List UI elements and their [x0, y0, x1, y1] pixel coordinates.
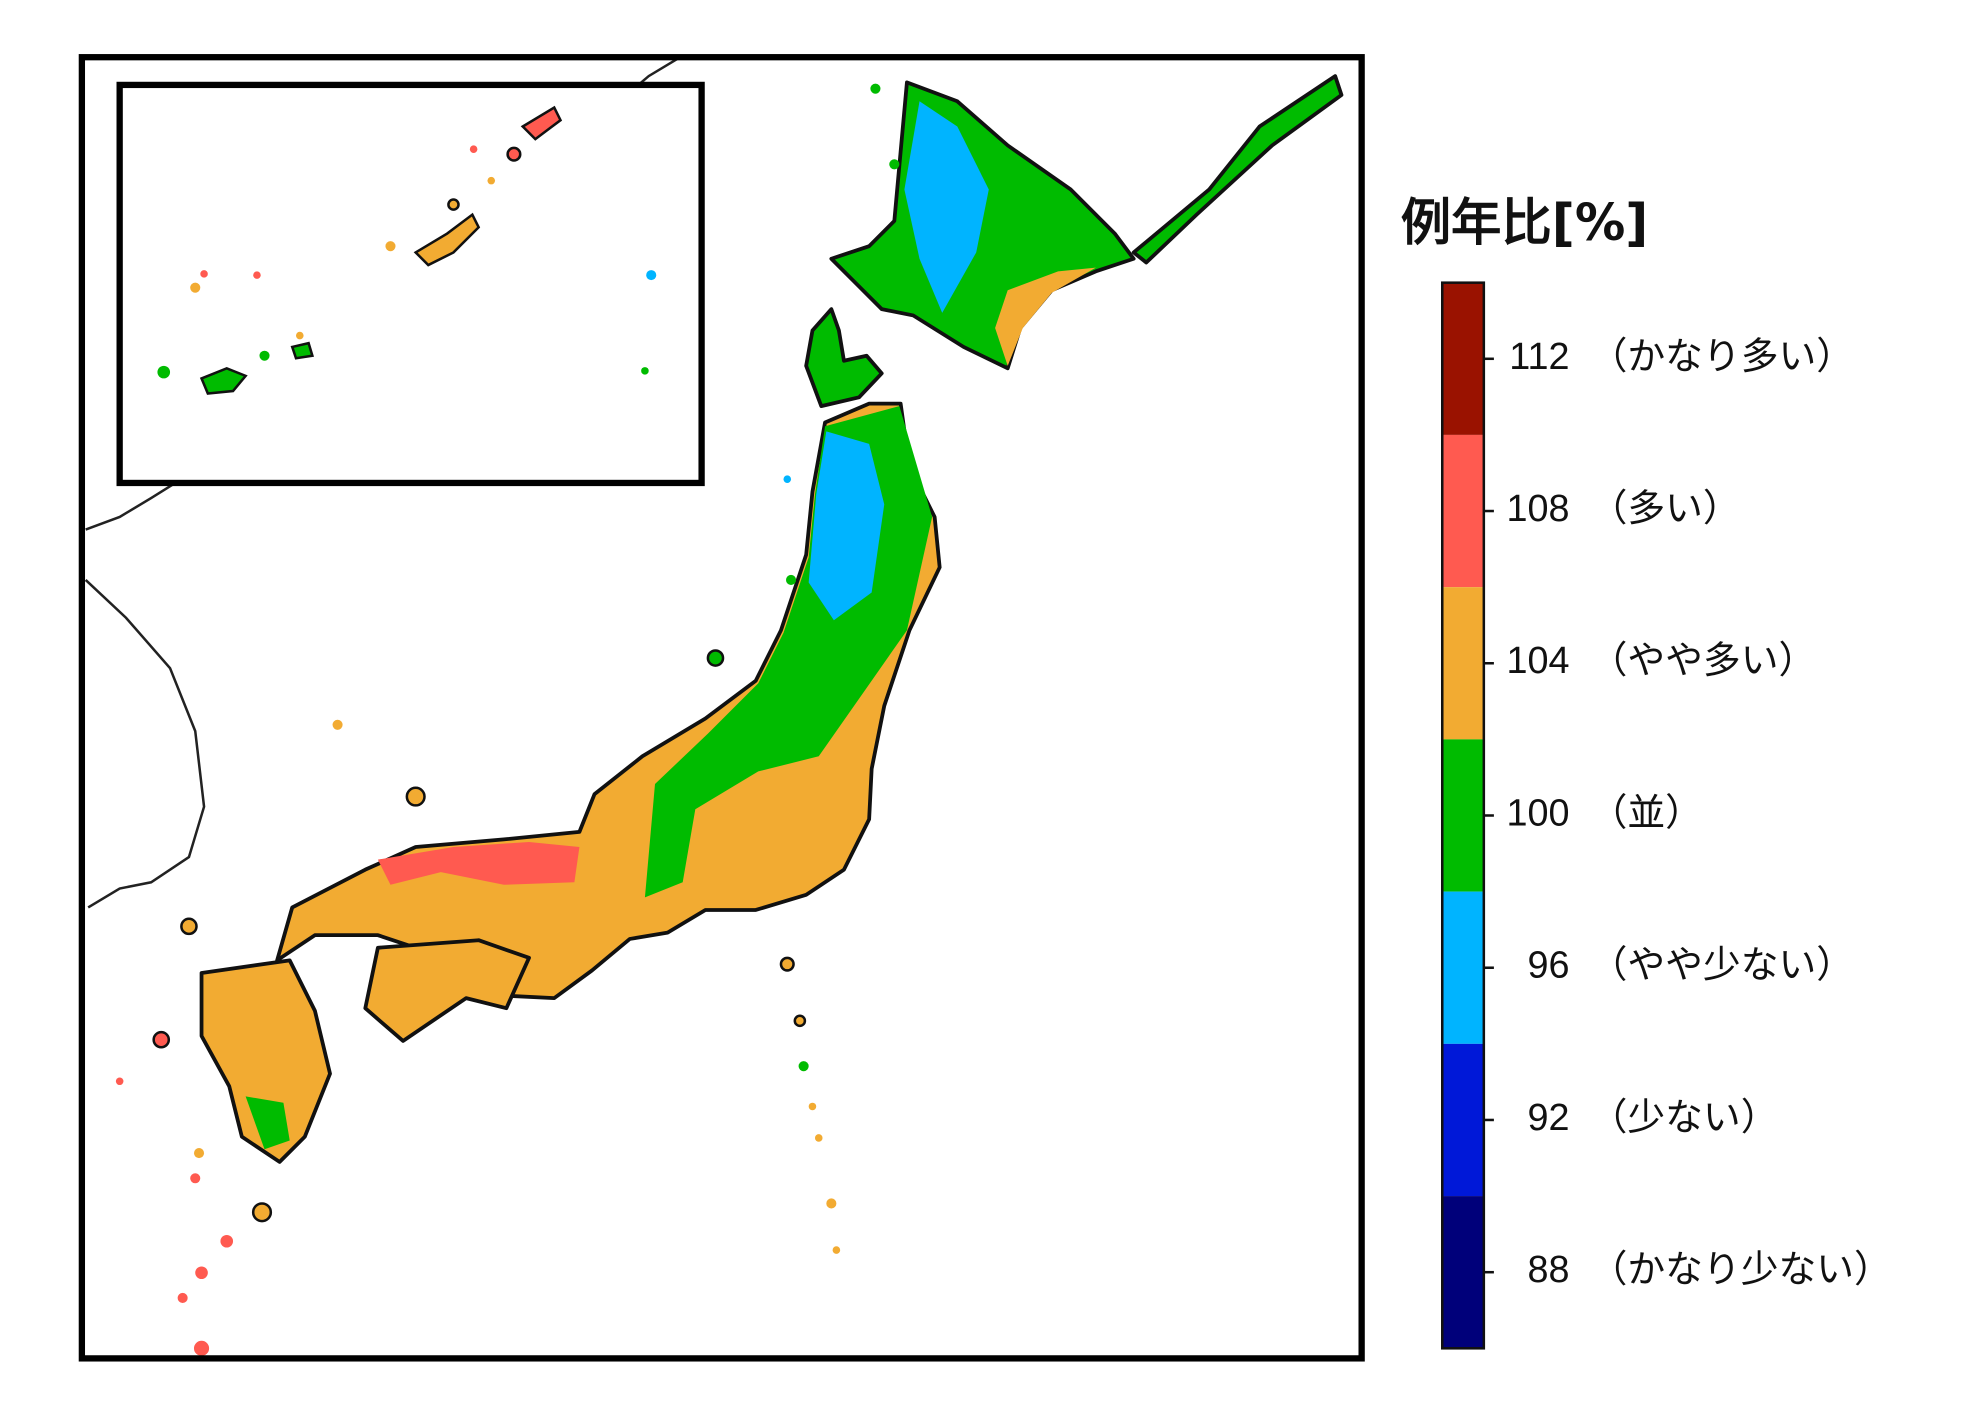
coastline [84, 579, 206, 909]
legend-value: 96 [1527, 945, 1569, 987]
color-band [1442, 587, 1484, 740]
legend-label: （少ない） [1590, 1097, 1779, 1139]
island [1131, 74, 1344, 265]
legend-value: 100 [1506, 792, 1569, 834]
legend: 112 （かなり多い） 108 （多い） 104 （やや多い） 100 （並） 96 （やや少ない… [1441, 281, 1892, 1350]
color-band [1442, 1196, 1484, 1349]
region [245, 1096, 290, 1150]
region [904, 101, 989, 313]
legend-value: 88 [1527, 1249, 1569, 1291]
inset-frame [116, 81, 705, 487]
legend-value: 108 [1506, 488, 1569, 530]
legend-label: （やや多い） [1590, 640, 1817, 682]
legend-label: （やや少ない） [1590, 945, 1854, 987]
region [377, 841, 580, 885]
small-islands [115, 83, 900, 1356]
region [995, 267, 1096, 366]
color-band [1442, 1043, 1484, 1197]
colorbar-frame [1441, 281, 1486, 1350]
legend-label: （かなり少ない） [1590, 1249, 1892, 1291]
map [78, 54, 1365, 1362]
color-band [1442, 282, 1484, 435]
color-band [1442, 434, 1484, 588]
map-frame [78, 54, 1365, 1362]
inset-islands [157, 105, 657, 395]
island [199, 958, 332, 1164]
color-band [1442, 891, 1484, 1044]
legend-value: 112 [1509, 336, 1569, 378]
island [363, 938, 531, 1043]
legend-label: （並） [1590, 792, 1703, 834]
legend-value: 92 [1527, 1097, 1569, 1139]
color-band [1442, 739, 1484, 892]
legend-value: 104 [1506, 640, 1569, 682]
legend-label: （多い） [1590, 488, 1741, 530]
legend-title: 例年比[%] [1401, 193, 1649, 252]
island [829, 80, 1136, 371]
region [808, 431, 885, 621]
island [804, 307, 884, 409]
legend-label: （かなり多い） [1590, 336, 1854, 378]
